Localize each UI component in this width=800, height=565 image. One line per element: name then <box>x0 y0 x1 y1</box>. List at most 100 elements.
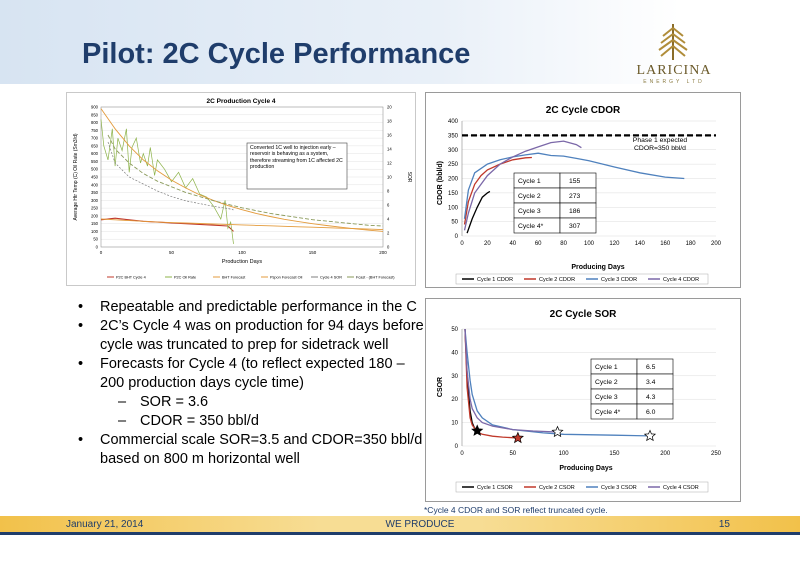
y-tick-label-right: 0 <box>387 245 390 250</box>
table-cycle-label: Cycle 2 <box>595 379 618 386</box>
x-tick-label: 180 <box>686 241 697 247</box>
series-line <box>100 108 384 232</box>
x-tick-label: 50 <box>509 451 516 457</box>
reference-line-label: Phase 1 expected CDOR=350 bbl/d <box>632 137 688 153</box>
table-value: 155 <box>569 178 581 185</box>
y-tick-label: 150 <box>448 191 459 197</box>
x-tick-label: 0 <box>460 241 464 247</box>
y-tick-label: 250 <box>448 162 459 168</box>
series-line <box>464 328 651 437</box>
y-tick-label: 250 <box>91 206 99 211</box>
star-marker <box>551 425 564 438</box>
y-tick-label: 0 <box>455 234 459 240</box>
y-tick-label-right: 6 <box>387 203 390 208</box>
y-tick-label: 300 <box>91 198 99 203</box>
y-tick-label: 600 <box>91 151 99 156</box>
x-tick-label: 140 <box>635 241 646 247</box>
legend-box <box>455 481 709 493</box>
annotation-box: Converted 1C well to injection early – r… <box>246 142 348 190</box>
table-cycle-label: Cycle 4* <box>518 223 544 230</box>
footnote: *Cycle 4 CDOR and SOR reflect truncated … <box>424 505 608 515</box>
y-tick-label-right: 10 <box>387 175 392 180</box>
series-line <box>100 119 234 244</box>
x-tick-label: 160 <box>660 241 671 247</box>
footer-bar <box>0 516 800 532</box>
table-cycle-label: Cycle 2 <box>518 193 541 200</box>
y-tick-label: 650 <box>91 143 99 148</box>
x-tick-label: 120 <box>609 241 620 247</box>
legend-label: Cycle 2 CDOR <box>539 277 575 283</box>
y-tick-label: 700 <box>91 136 99 141</box>
y-tick-label-right: 4 <box>387 217 390 222</box>
y-axis-label: CSOR <box>437 377 444 397</box>
footer-date: January 21, 2014 <box>66 519 144 530</box>
y-tick-label: 500 <box>91 167 99 172</box>
star-marker <box>471 424 484 436</box>
y-tick-label: 50 <box>451 327 458 333</box>
table-value: 4.3 <box>646 394 656 401</box>
annotation-text: Converted 1C well to injection early – r… <box>250 145 343 171</box>
series-line <box>107 134 384 227</box>
table-value: 3.4 <box>646 379 656 386</box>
legend-label: Pspon Forecast Oil <box>270 276 302 280</box>
series-line <box>463 140 582 231</box>
table-value: 186 <box>569 208 581 215</box>
legend-box <box>455 273 709 285</box>
footer-line <box>0 532 800 535</box>
x-axis-label: Producing Days <box>571 264 624 271</box>
title-band <box>0 0 800 84</box>
y-tick-label: 10 <box>451 421 458 427</box>
y-tick-label: 20 <box>451 397 458 403</box>
y-tick-label: 30 <box>451 374 458 380</box>
y-tick-label: 350 <box>448 133 459 139</box>
y-tick-label: 300 <box>448 148 459 154</box>
y-axis-label: CDOR (bbl/d) <box>437 161 444 205</box>
larch-logo-icon <box>658 24 688 60</box>
x-tick-label: 40 <box>509 241 516 247</box>
x-tick-label: 200 <box>379 250 387 255</box>
y-tick-label: 200 <box>448 177 459 183</box>
x-tick-label: 0 <box>100 250 103 255</box>
x-tick-label: 100 <box>584 241 595 247</box>
series-line <box>100 218 384 231</box>
legend-label: Fcast - (BHT Forecast) <box>356 276 395 280</box>
y-tick-label: 100 <box>91 229 99 234</box>
series-line <box>466 190 491 234</box>
table-value: 307 <box>569 223 581 230</box>
sor-chart-panel: 2C Cycle SOR 0 10 20 30 40 50 0 50 100 150 200 250 … <box>425 298 741 502</box>
legend-label: Cycle 4 SOR <box>320 276 342 280</box>
series-line <box>464 328 518 439</box>
y-tick-label: 550 <box>91 159 99 164</box>
legend-label: Cycle 4 CSOR <box>663 485 699 491</box>
star-marker <box>511 431 524 444</box>
series-line <box>464 328 558 433</box>
chart-title: 2C Cycle CDOR <box>546 105 621 116</box>
y-tick-label: 400 <box>448 119 459 125</box>
y-tick-label: 50 <box>93 237 98 242</box>
x-tick-label: 100 <box>559 451 570 457</box>
y-tick-label: 0 <box>96 245 99 250</box>
x-tick-label: 50 <box>169 250 175 255</box>
y-tick-label: 150 <box>91 221 99 226</box>
x-tick-label: 200 <box>711 241 722 247</box>
x-tick-label: 200 <box>660 451 671 457</box>
slide-title: Pilot: 2C Cycle Performance <box>82 38 471 70</box>
legend-label: Cycle 3 CSOR <box>601 485 637 491</box>
bullet-list: Repeatable and predictable performance i… <box>78 298 430 469</box>
y-tick-label-right: 8 <box>387 189 390 194</box>
y-tick-label-right: 14 <box>387 147 392 152</box>
y-tick-label: 200 <box>91 213 99 218</box>
logo-text: LARICINA <box>636 63 712 78</box>
table-value: 273 <box>569 193 581 200</box>
legend-label: P2C BHT Cycle 4 <box>116 276 146 280</box>
sub-bullet-item: CDOR = 350 bbl/d <box>78 412 430 431</box>
y-tick-label: 750 <box>91 128 99 133</box>
x-tick-label: 20 <box>484 241 491 247</box>
legend-label: P2C Oil Rate <box>174 276 196 280</box>
table-cell <box>636 403 674 420</box>
y-tick-label-right: 18 <box>387 119 392 124</box>
legend-label: Cycle 2 CSOR <box>539 485 575 491</box>
y-axis-label-right: SOR <box>406 172 412 183</box>
y-tick-label-right: 20 <box>387 105 392 110</box>
